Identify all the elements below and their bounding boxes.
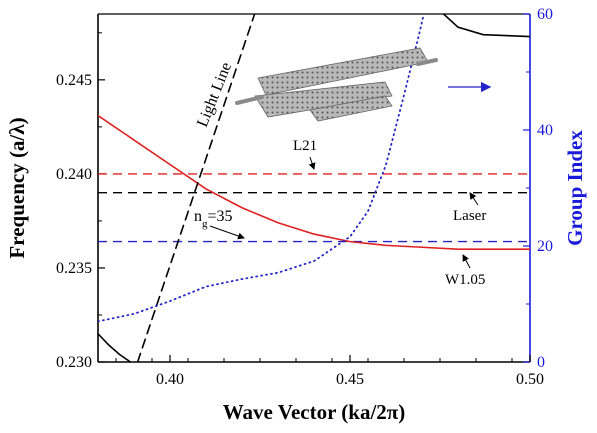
- x-tick-label: 0.45: [336, 371, 364, 388]
- x-tick-label: 0.40: [156, 371, 184, 388]
- waveguide-slab-small: [309, 95, 393, 122]
- y2-tick-label: 40: [537, 122, 553, 139]
- ng-arrow: [209, 225, 245, 240]
- series-upper-band: [98, 332, 132, 362]
- laser-arrow: [469, 192, 479, 206]
- ng-subscript: g: [202, 218, 208, 230]
- w105-arrow: [462, 254, 471, 269]
- y-tick-label: 0.235: [56, 260, 92, 277]
- light-line-label: Light Line: [194, 60, 235, 129]
- waveguide-slab-lower: [254, 81, 393, 118]
- l21-label: L21: [293, 138, 317, 154]
- x-tick-label: 0.50: [516, 371, 544, 388]
- ng-value: =35: [208, 208, 233, 225]
- y-tick-label: 0.240: [56, 166, 92, 183]
- series-group-index: [98, 14, 425, 323]
- series-w1-05: [98, 114, 530, 250]
- waveguide-output-rod: [416, 58, 438, 66]
- photonic-crystal-inset: [235, 47, 438, 122]
- waveguide-input-rod: [235, 95, 264, 105]
- y2-tick-label: 0: [537, 354, 545, 371]
- hlines-layer: [98, 173, 530, 243]
- ng-label: ng=35: [194, 208, 233, 230]
- ticks-layer: 0.40 0.45 0.50 0.230 0.235 0.240 0.245 0 20 40 60: [56, 6, 553, 388]
- series-light-line: [136, 14, 256, 362]
- y2-tick-label: 20: [537, 238, 553, 255]
- x-axis-title: Wave Vector (ka/2π): [223, 400, 406, 424]
- y2-axis-title: Group Index: [563, 130, 587, 246]
- y-axis-title: Frequency (a/λ): [5, 117, 29, 258]
- y-tick-label: 0.230: [56, 354, 92, 371]
- laser-label: Laser: [453, 208, 486, 224]
- l21-arrow: [308, 156, 316, 170]
- y2-tick-label: 60: [537, 6, 553, 23]
- series-upper-band-top: [442, 14, 530, 38]
- w105-label: W1.05: [445, 272, 485, 288]
- series-layer: [98, 14, 530, 362]
- y-tick-label: 0.245: [56, 72, 92, 89]
